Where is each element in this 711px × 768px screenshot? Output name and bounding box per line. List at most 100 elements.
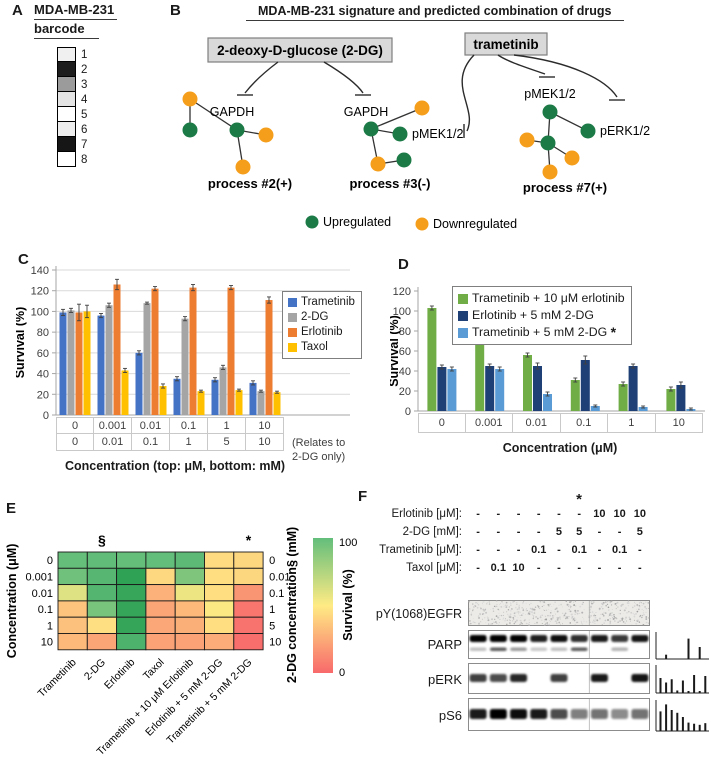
x-axis-category: 1 — [170, 434, 208, 451]
dose-value: - — [468, 562, 488, 574]
dose-value: - — [589, 526, 609, 538]
x-axis-category: 0.1 — [132, 434, 170, 451]
x-axis-category: 0.01 — [513, 413, 561, 433]
blot-band-row — [470, 635, 649, 642]
panel-d-x-axis-table: 0 0.001 0.01 0.1 1 10 — [418, 413, 703, 433]
heatmap-row-label-left: 1 — [47, 620, 53, 632]
barcode-row: 7 — [57, 137, 87, 152]
blot-parp — [468, 630, 650, 659]
y-axis-label: Survival (%) — [390, 315, 401, 387]
legend-label-tram-2dg: Trametinib + 5 mM 2-DG — [472, 324, 607, 341]
panel-a-title: MDA-MB-231 barcode — [34, 1, 117, 39]
blot-label-perk: pERK — [352, 672, 462, 687]
svg-text:60: 60 — [37, 348, 49, 360]
blot-ps6 — [468, 698, 650, 731]
x-axis-category: 0.001 — [466, 413, 514, 433]
heatmap-row-label-left: 0.001 — [25, 571, 53, 583]
panel-b-title-text: MDA-MB-231 signature and predicted combi… — [246, 4, 624, 21]
svg-text:120: 120 — [31, 286, 49, 298]
heatmap-row-label-left: 10 — [41, 637, 53, 649]
dose-value: - — [610, 562, 630, 574]
dose-value: 0.1 — [569, 544, 589, 556]
svg-text:100: 100 — [31, 306, 49, 318]
barcode-cell — [57, 137, 76, 152]
svg-text:20: 20 — [399, 386, 411, 398]
dose-value: - — [488, 526, 508, 538]
barcode-number: 5 — [81, 109, 87, 121]
dose-row-label: 2-DG [mM]: — [352, 526, 462, 538]
dose-row-label: Erlotinib [μM]: — [352, 508, 462, 520]
dose-value: - — [630, 562, 650, 574]
gapdh-label-2: GAPDH — [344, 105, 388, 119]
panel-b-legend: Upregulated Downregulated — [306, 215, 518, 231]
heatmap-column-marker: § — [98, 532, 106, 548]
dose-row-label: Taxol [μM]: — [352, 562, 462, 574]
x-axis-category: 10 — [656, 413, 704, 433]
legend-label-taxol: Taxol — [301, 340, 328, 355]
heatmap-column-label: Erlotinib — [102, 656, 137, 691]
dose-value: 10 — [589, 508, 609, 520]
colorbar-min-label: 0 — [339, 667, 345, 679]
panel-d-x-axis-title: Concentration (μM) — [430, 441, 690, 455]
barcode-row: 3 — [57, 77, 87, 92]
panel-b-title: MDA-MB-231 signature and predicted combi… — [246, 2, 624, 21]
legend-star: * — [611, 324, 616, 341]
blot-egfr — [468, 600, 650, 626]
barcode-row: 4 — [57, 92, 87, 107]
heatmap-column-label: Trametinib — [35, 656, 78, 699]
heatmap-row-label-right: 5 — [269, 620, 275, 632]
dose-value: 10 — [630, 508, 650, 520]
dose-value: 10 — [610, 508, 630, 520]
inhibition-edges-2dg — [237, 62, 371, 95]
svg-text:0: 0 — [405, 406, 411, 416]
colorbar — [313, 538, 333, 673]
barcode-cell — [57, 77, 76, 92]
dose-value: - — [508, 508, 528, 520]
legend-swatch-trametinib — [288, 298, 297, 307]
legend-label-erlotinib: Erlotinib — [301, 325, 343, 340]
dose-value: 10 — [508, 562, 528, 574]
x-axis-category: 0.1 — [561, 413, 609, 433]
dose-value: - — [549, 508, 569, 520]
barcode-number: 4 — [81, 94, 87, 106]
panel-d-legend: Trametinib + 10 μM erlotinib Erlotinib +… — [452, 286, 632, 345]
legend-downregulated-label: Downregulated — [433, 217, 517, 231]
panel-b-letter: B — [170, 2, 181, 19]
legend-swatch-erlotinib — [288, 328, 297, 337]
x-axis-category: 0 — [418, 413, 466, 433]
panel-a-letter: A — [12, 2, 23, 19]
process7-label: process #7(+) — [523, 180, 607, 195]
dose-value: 5 — [549, 526, 569, 538]
legend-label-erl-2dg: Erlotinib + 5 mM 2-DG — [472, 307, 594, 324]
barcode-cell — [57, 122, 76, 137]
svg-text:40: 40 — [37, 369, 49, 381]
heatmap-row-label-left: 0 — [47, 555, 53, 567]
dose-value: - — [549, 562, 569, 574]
heatmap-left-axis-label: Concentration (μM) — [5, 544, 19, 659]
barcode-row: 6 — [57, 122, 87, 137]
barcode-number: 8 — [81, 154, 87, 166]
x-axis-category: 1 — [208, 417, 246, 434]
network-process2-nodes — [183, 92, 274, 175]
legend-swatch-2dg — [288, 313, 297, 322]
barcode-cell — [57, 62, 76, 77]
blot-label-egfr: pY(1068)EGFR — [352, 607, 462, 621]
panel-c-x-axis-title: Concentration (top: μM, bottom: mM) — [30, 459, 320, 473]
panel-a-title-line2: barcode — [34, 20, 99, 39]
barcode-number: 7 — [81, 139, 87, 151]
panel-e-heatmap: 00.0010.010.111000.010.11510§ *Trametinib… — [0, 495, 360, 768]
legend-upregulated-label: Upregulated — [323, 215, 391, 229]
barcode-row: 8 — [57, 152, 87, 167]
drug-box-trametinib-label: trametinib — [473, 37, 538, 52]
drug-box-2dg-label: 2-deoxy-D-glucose (2-DG) — [217, 43, 383, 58]
perk-label-process7: pERK1/2 — [600, 124, 650, 138]
dose-value: - — [488, 544, 508, 556]
legend-label-2dg: 2-DG — [301, 310, 328, 325]
dose-value: - — [529, 562, 549, 574]
dose-value: - — [630, 544, 650, 556]
blot-label-parp: PARP — [352, 637, 462, 652]
figure-container: A B C D E F MDA-MB-231 barcode 12345678 … — [0, 0, 711, 768]
quant-chart-ps6 — [652, 698, 711, 734]
barcode-row: 2 — [57, 62, 87, 77]
svg-text:120: 120 — [393, 286, 411, 298]
